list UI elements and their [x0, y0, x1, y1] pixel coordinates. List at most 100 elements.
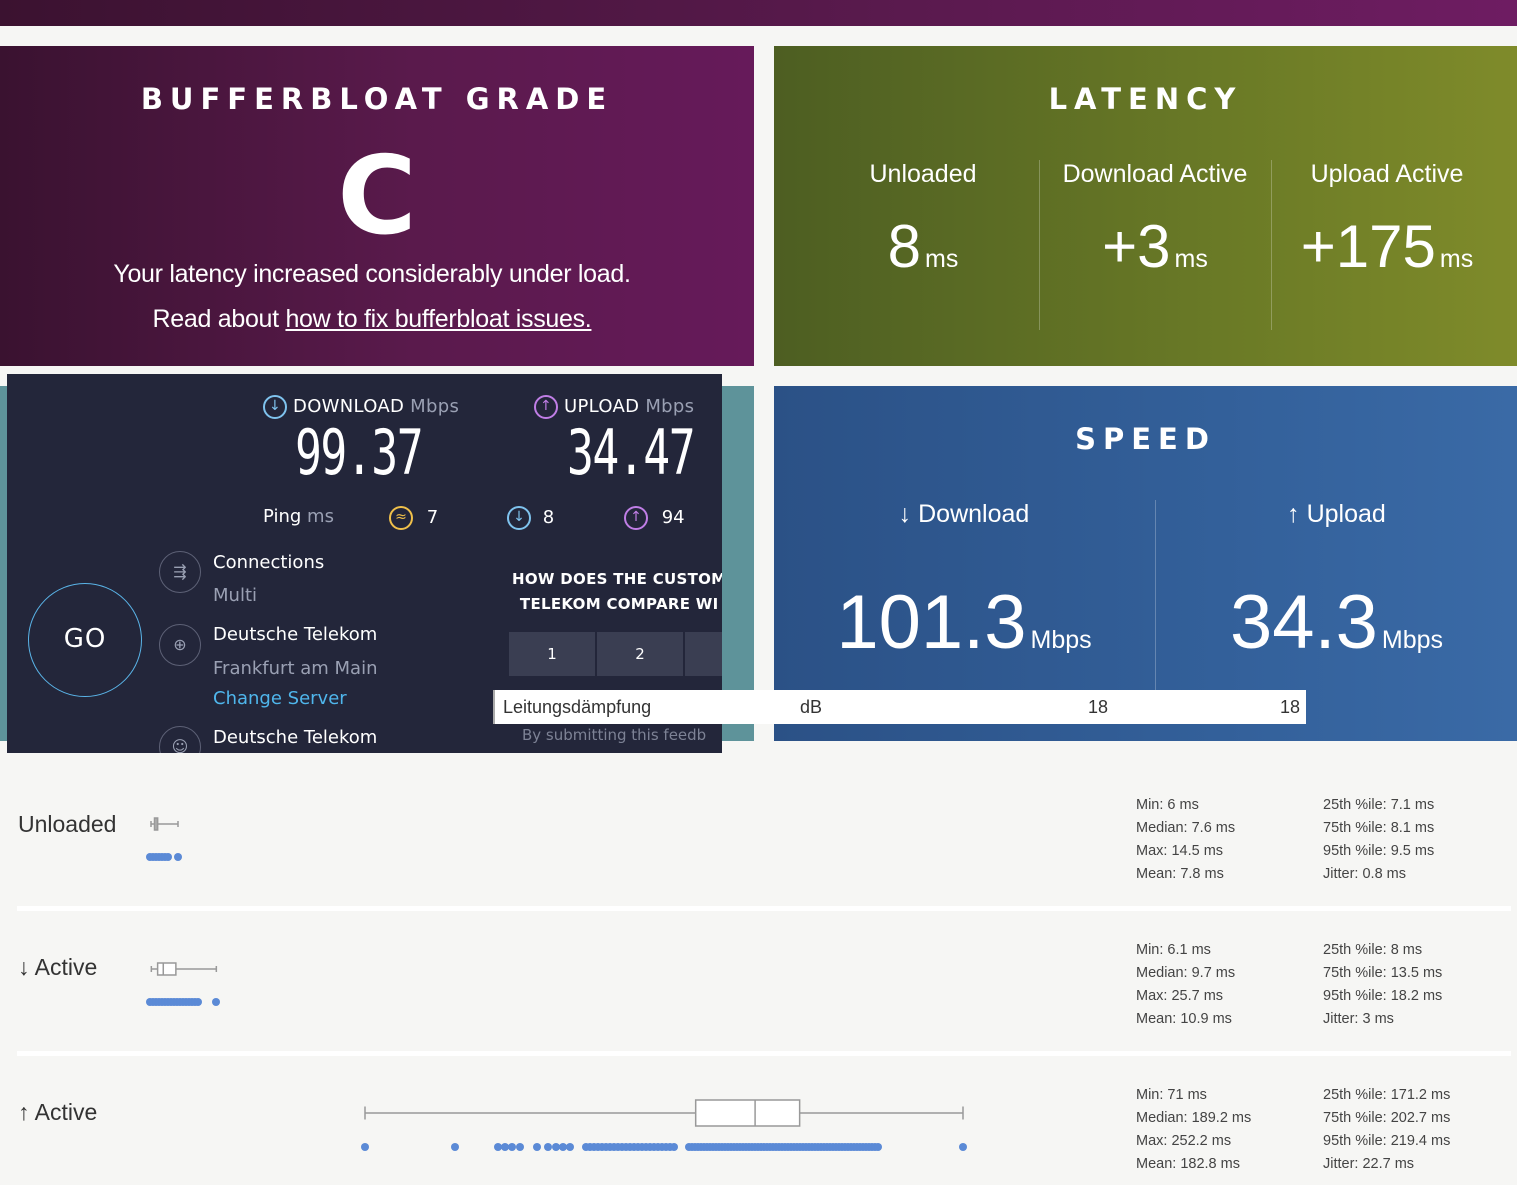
provider-name: Deutsche Telekom [213, 727, 378, 748]
latency-row-upload-active: ↑ Active Min: 71 ms Median: 189.2 ms Max… [0, 1080, 1517, 1185]
speed-upload-label: ↑ Upload [1287, 500, 1386, 528]
bufferbloat-grade-panel: BUFFERBLOAT GRADE C Your latency increas… [0, 46, 754, 366]
feedback-consent-text: By submitting this feedb [522, 726, 707, 744]
survey-question: HOW DOES THE CUSTOM TELEKOM COMPARE WI [512, 567, 722, 617]
row-separator [17, 906, 1511, 911]
survey-line-1: HOW DOES THE CUSTOM [512, 570, 722, 588]
stat-p95: 95th %ile: 219.4 ms [1323, 1133, 1451, 1149]
latency-unit: ms [925, 245, 959, 273]
globe-icon: ⊕ [159, 624, 201, 666]
boxplot-upload-active [361, 1099, 967, 1151]
speed-download: ↓ Download 101.3 Mbps [774, 500, 1154, 661]
ping-label: Ping [263, 506, 302, 527]
download-value: 99.37 [295, 416, 424, 489]
stat-median: Median: 9.7 ms [1136, 965, 1236, 981]
change-server-link[interactable]: Change Server [213, 688, 347, 709]
fix-bufferbloat-link[interactable]: how to fix bufferbloat issues. [285, 305, 592, 333]
speed-upload-value: 34.3 [1229, 580, 1378, 665]
download-ping-icon: ↓ [507, 506, 531, 530]
connections-value[interactable]: Multi [213, 585, 257, 606]
speed-download-value: 101.3 [836, 580, 1027, 665]
stats-right: 25th %ile: 7.1 ms 75th %ile: 8.1 ms 95th… [1323, 794, 1434, 886]
sample-dot [451, 1143, 459, 1151]
upload-value: 34.47 [567, 416, 696, 489]
sample-dot [544, 1143, 552, 1151]
speedtest-overlay: ↓ DOWNLOAD Mbps 99.37 ↑ UPLOAD Mbps 34.4… [7, 374, 722, 753]
stat-p95: 95th %ile: 9.5 ms [1323, 843, 1435, 859]
read-prefix: Read about [152, 305, 286, 333]
divider [1271, 160, 1272, 330]
idle-ping-icon: ≈ [389, 506, 413, 530]
row-separator [17, 1051, 1511, 1056]
divider [1155, 500, 1156, 690]
stat-p75: 75th %ile: 8.1 ms [1323, 820, 1435, 836]
speed-unit: Mbps [1030, 626, 1092, 654]
ping-unit: ms [307, 506, 334, 527]
ping-download: ↓ 8 [507, 506, 554, 530]
stat-jitter: Jitter: 22.7 ms [1323, 1156, 1415, 1172]
latency-upload-active: Upload Active +175 ms [1272, 160, 1502, 277]
latency-title: LATENCY [1048, 82, 1243, 116]
stat-max: Max: 25.7 ms [1136, 988, 1224, 1004]
upload-header: ↑ UPLOAD Mbps [534, 395, 694, 419]
sample-dot [516, 1143, 524, 1151]
stat-p25: 25th %ile: 171.2 ms [1323, 1087, 1451, 1103]
sample-dot [874, 1143, 882, 1151]
grade-letter: C [337, 134, 417, 259]
stat-p95: 95th %ile: 18.2 ms [1323, 988, 1443, 1004]
sample-dot [508, 1143, 516, 1151]
ping-upload-value: 94 [661, 507, 685, 528]
stat-max: Max: 14.5 ms [1136, 843, 1224, 859]
download-unit: Mbps [410, 396, 460, 417]
latency-upload-label: Upload Active [1310, 160, 1464, 188]
sample-dot [501, 1143, 509, 1151]
sample-dot [559, 1143, 567, 1151]
latency-unit: ms [1174, 245, 1208, 273]
latency-row-download-active: ↓ Active Min: 6.1 ms Median: 9.7 ms Max:… [0, 935, 1517, 1050]
connections-label: Connections [213, 552, 325, 573]
server-name: Deutsche Telekom [213, 624, 378, 645]
stat-min: Min: 6.1 ms [1136, 942, 1211, 958]
rating-button-1[interactable]: 1 [509, 632, 595, 676]
stat-jitter: Jitter: 0.8 ms [1323, 866, 1406, 882]
line-attenuation-row: Leitungsdämpfung dB 18 18 [493, 690, 1306, 724]
stat-mean: Mean: 182.8 ms [1136, 1156, 1240, 1172]
survey-line-2: TELEKOM COMPARE WI [519, 595, 719, 613]
stats-left: Min: 6 ms Median: 7.6 ms Max: 14.5 ms Me… [1136, 794, 1235, 886]
stat-p25: 25th %ile: 7.1 ms [1323, 797, 1435, 813]
rating-button-2[interactable]: 2 [597, 632, 683, 676]
rating-button-3[interactable] [685, 632, 722, 676]
latency-unloaded-value: 8 [887, 213, 922, 280]
latency-unloaded: Unloaded 8 ms [808, 160, 1038, 277]
speed-panel: SPEED ↓ Download 101.3 Mbps ↑ Upload 34.3… [774, 386, 1517, 741]
latency-row-unloaded: Unloaded Min: 6 ms Median: 7.6 ms Max: 1… [0, 790, 1517, 905]
upload-arrow-icon: ↑ [534, 395, 558, 419]
server-location: Frankfurt am Main [213, 658, 378, 679]
row-name: ↑ Active [18, 1099, 98, 1125]
ping-upload: ↑ 94 [624, 506, 685, 530]
go-button[interactable]: GO [28, 583, 142, 697]
sample-dot [164, 853, 172, 861]
sample-dot [566, 1143, 574, 1151]
download-header: ↓ DOWNLOAD Mbps [263, 395, 459, 419]
download-label: DOWNLOAD [293, 396, 405, 417]
stats-right: 25th %ile: 171.2 ms 75th %ile: 202.7 ms … [1323, 1084, 1450, 1176]
speed-title: SPEED [1075, 422, 1216, 456]
upload-label: UPLOAD [564, 396, 640, 417]
iqr-box [156, 962, 177, 976]
boxplot-unloaded [146, 817, 182, 861]
stat-median: Median: 7.6 ms [1136, 820, 1236, 836]
ping-download-value: 8 [542, 507, 555, 528]
grade-read-more: Read about how to fix bufferbloat issues… [0, 305, 744, 334]
row-unit: dB [800, 697, 823, 717]
row-name: ↓ Active [18, 954, 98, 980]
download-arrow-icon: ↓ [263, 395, 287, 419]
sample-dot [670, 1143, 678, 1151]
upload-unit: Mbps [645, 396, 695, 417]
ping-idle-value: 7 [426, 507, 439, 528]
stat-p75: 75th %ile: 202.7 ms [1323, 1110, 1451, 1126]
latency-download-value: +3 [1102, 213, 1171, 280]
boxplot-download-active [146, 962, 220, 1006]
latency-unit: ms [1439, 245, 1474, 273]
stat-max: Max: 252.2 ms [1136, 1133, 1232, 1149]
